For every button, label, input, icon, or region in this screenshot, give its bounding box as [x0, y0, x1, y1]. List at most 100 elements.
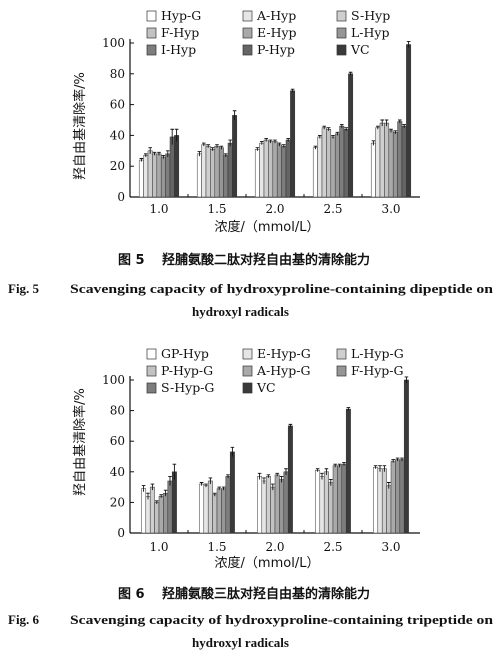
error-bar: [170, 128, 174, 145]
error-bar: [322, 125, 326, 130]
legend-swatch: [146, 348, 157, 360]
legend-swatch: [336, 27, 347, 39]
bar-f-hyp-g-2.0: [279, 479, 285, 534]
bar-vc-1.5: [232, 115, 238, 198]
error-bar: [382, 465, 387, 472]
error-bar: [318, 134, 322, 139]
error-bar: [264, 138, 268, 142]
error-bar: [268, 139, 273, 144]
error-bar: [286, 138, 290, 142]
caption-en-6: Scavenging capacity of hydroxyproline-co…: [70, 612, 494, 627]
error-bar: [406, 41, 411, 48]
error-bar: [335, 131, 340, 136]
caption-en-6-line2: hydroxyl radicals: [192, 635, 289, 650]
bar-i-hyp-2.0: [281, 145, 287, 198]
legend-swatch: [146, 382, 157, 394]
legend-swatch: [146, 365, 157, 377]
bar-a-hyp-g-1.5: [216, 488, 222, 534]
bar-gp-hyp-1.0: [141, 488, 147, 534]
bar-a-hyp-g-1.0: [158, 496, 164, 534]
bar-e-hyp-3.0: [388, 130, 394, 198]
legend-label: A-Hyp: [256, 8, 296, 23]
bar-s-hyp-1.0: [147, 150, 153, 198]
error-bar: [155, 500, 159, 504]
bar-vc-1.0: [174, 135, 180, 198]
error-bar: [271, 483, 275, 491]
bar-e-hyp-g-2.0: [261, 480, 267, 534]
bar-gp-hyp-2.0: [257, 476, 263, 534]
error-bar: [389, 128, 393, 133]
x-tick-label: 2.5: [323, 540, 342, 554]
error-bar: [371, 140, 376, 146]
chart-dipeptide: Hyp-G A-Hyp S-Hyp F-Hyp E-Hyp L-Hyp I-Hyp P-Hyp…: [72, 8, 420, 235]
legend-swatch: [242, 365, 253, 377]
bar-s-hyp-g-2.5: [341, 463, 347, 534]
bar-a-hyp-1.5: [201, 144, 207, 198]
x-axis-label-tripeptide: 浓度/（mmol/L）: [215, 555, 320, 571]
bar-a-hyp-g-3.0: [390, 460, 396, 534]
error-bar: [376, 125, 380, 130]
y-tick-label: 0: [117, 526, 125, 540]
error-bar: [204, 483, 208, 488]
y-axis-label-tripeptide: 羟自由基清除率/%: [72, 388, 88, 496]
bar-s-hyp-g-1.0: [167, 480, 173, 534]
bar-a-hyp-1.0: [143, 155, 149, 198]
caption-en-label-6: Fig. 6: [8, 612, 40, 627]
x-tick-label: 3.0: [381, 540, 400, 554]
error-bar: [208, 477, 213, 485]
bar-l-hyp-2.5: [334, 133, 340, 198]
error-bar: [197, 151, 202, 157]
bar-s-hyp-3.0: [379, 122, 385, 198]
error-bar: [224, 153, 228, 157]
error-bar: [166, 150, 170, 157]
bar-a-hyp-3.0: [375, 127, 381, 198]
bar-p-hyp-g-3.0: [386, 485, 392, 534]
bar-l-hyp-1.0: [160, 156, 166, 198]
legend-label: VC: [350, 42, 370, 57]
legend-label: I-Hyp: [161, 42, 196, 57]
error-bar: [391, 459, 395, 463]
bar-vc-2.5: [348, 73, 354, 198]
error-bar: [404, 376, 409, 384]
error-bar: [346, 407, 351, 411]
error-bar: [150, 483, 155, 491]
error-bar: [266, 474, 271, 478]
x-tick-label: 2.0: [265, 540, 284, 554]
bar-f-hyp-2.5: [326, 128, 332, 198]
y-tick-label: 60: [110, 434, 125, 448]
bar-a-hyp-g-2.0: [274, 474, 280, 534]
bar-i-hyp-3.0: [397, 121, 403, 198]
bar-s-hyp-1.5: [205, 145, 211, 198]
error-bar: [400, 457, 404, 462]
error-bar: [373, 465, 378, 469]
x-tick-label: 3.0: [381, 202, 400, 216]
bar-f-hyp-g-2.5: [337, 465, 343, 534]
x-tick-label: 1.0: [149, 202, 168, 216]
legend-swatch: [242, 348, 253, 360]
legend-swatch: [336, 44, 347, 56]
legend-label: P-Hyp-G: [161, 363, 213, 378]
caption-en-5: Scavenging capacity of hydroxyproline-co…: [70, 281, 494, 296]
y-tick-label: 80: [110, 67, 125, 81]
error-bar: [174, 128, 179, 142]
caption-zh-label-6: 图 6: [118, 587, 145, 602]
error-bar: [163, 489, 168, 497]
legend-label: VC: [256, 380, 276, 395]
bar-l-hyp-1.5: [218, 147, 224, 198]
bar-p-hyp-g-1.0: [154, 502, 160, 534]
error-bar: [395, 457, 400, 462]
error-bar: [320, 472, 324, 480]
x-axis-label-dipeptide: 浓度/（mmol/L）: [215, 219, 320, 235]
error-bar: [324, 468, 329, 475]
error-bar: [202, 142, 206, 147]
error-bar: [344, 127, 348, 131]
error-bar: [255, 147, 260, 151]
error-bar: [221, 486, 226, 491]
error-bar: [152, 151, 157, 156]
bar-vc-2.0: [287, 425, 293, 534]
error-bar: [273, 139, 277, 144]
error-bar: [337, 463, 342, 468]
error-bar: [148, 147, 152, 154]
legend-label: L-Hyp: [351, 25, 390, 40]
legend-label: L-Hyp-G: [351, 346, 404, 361]
